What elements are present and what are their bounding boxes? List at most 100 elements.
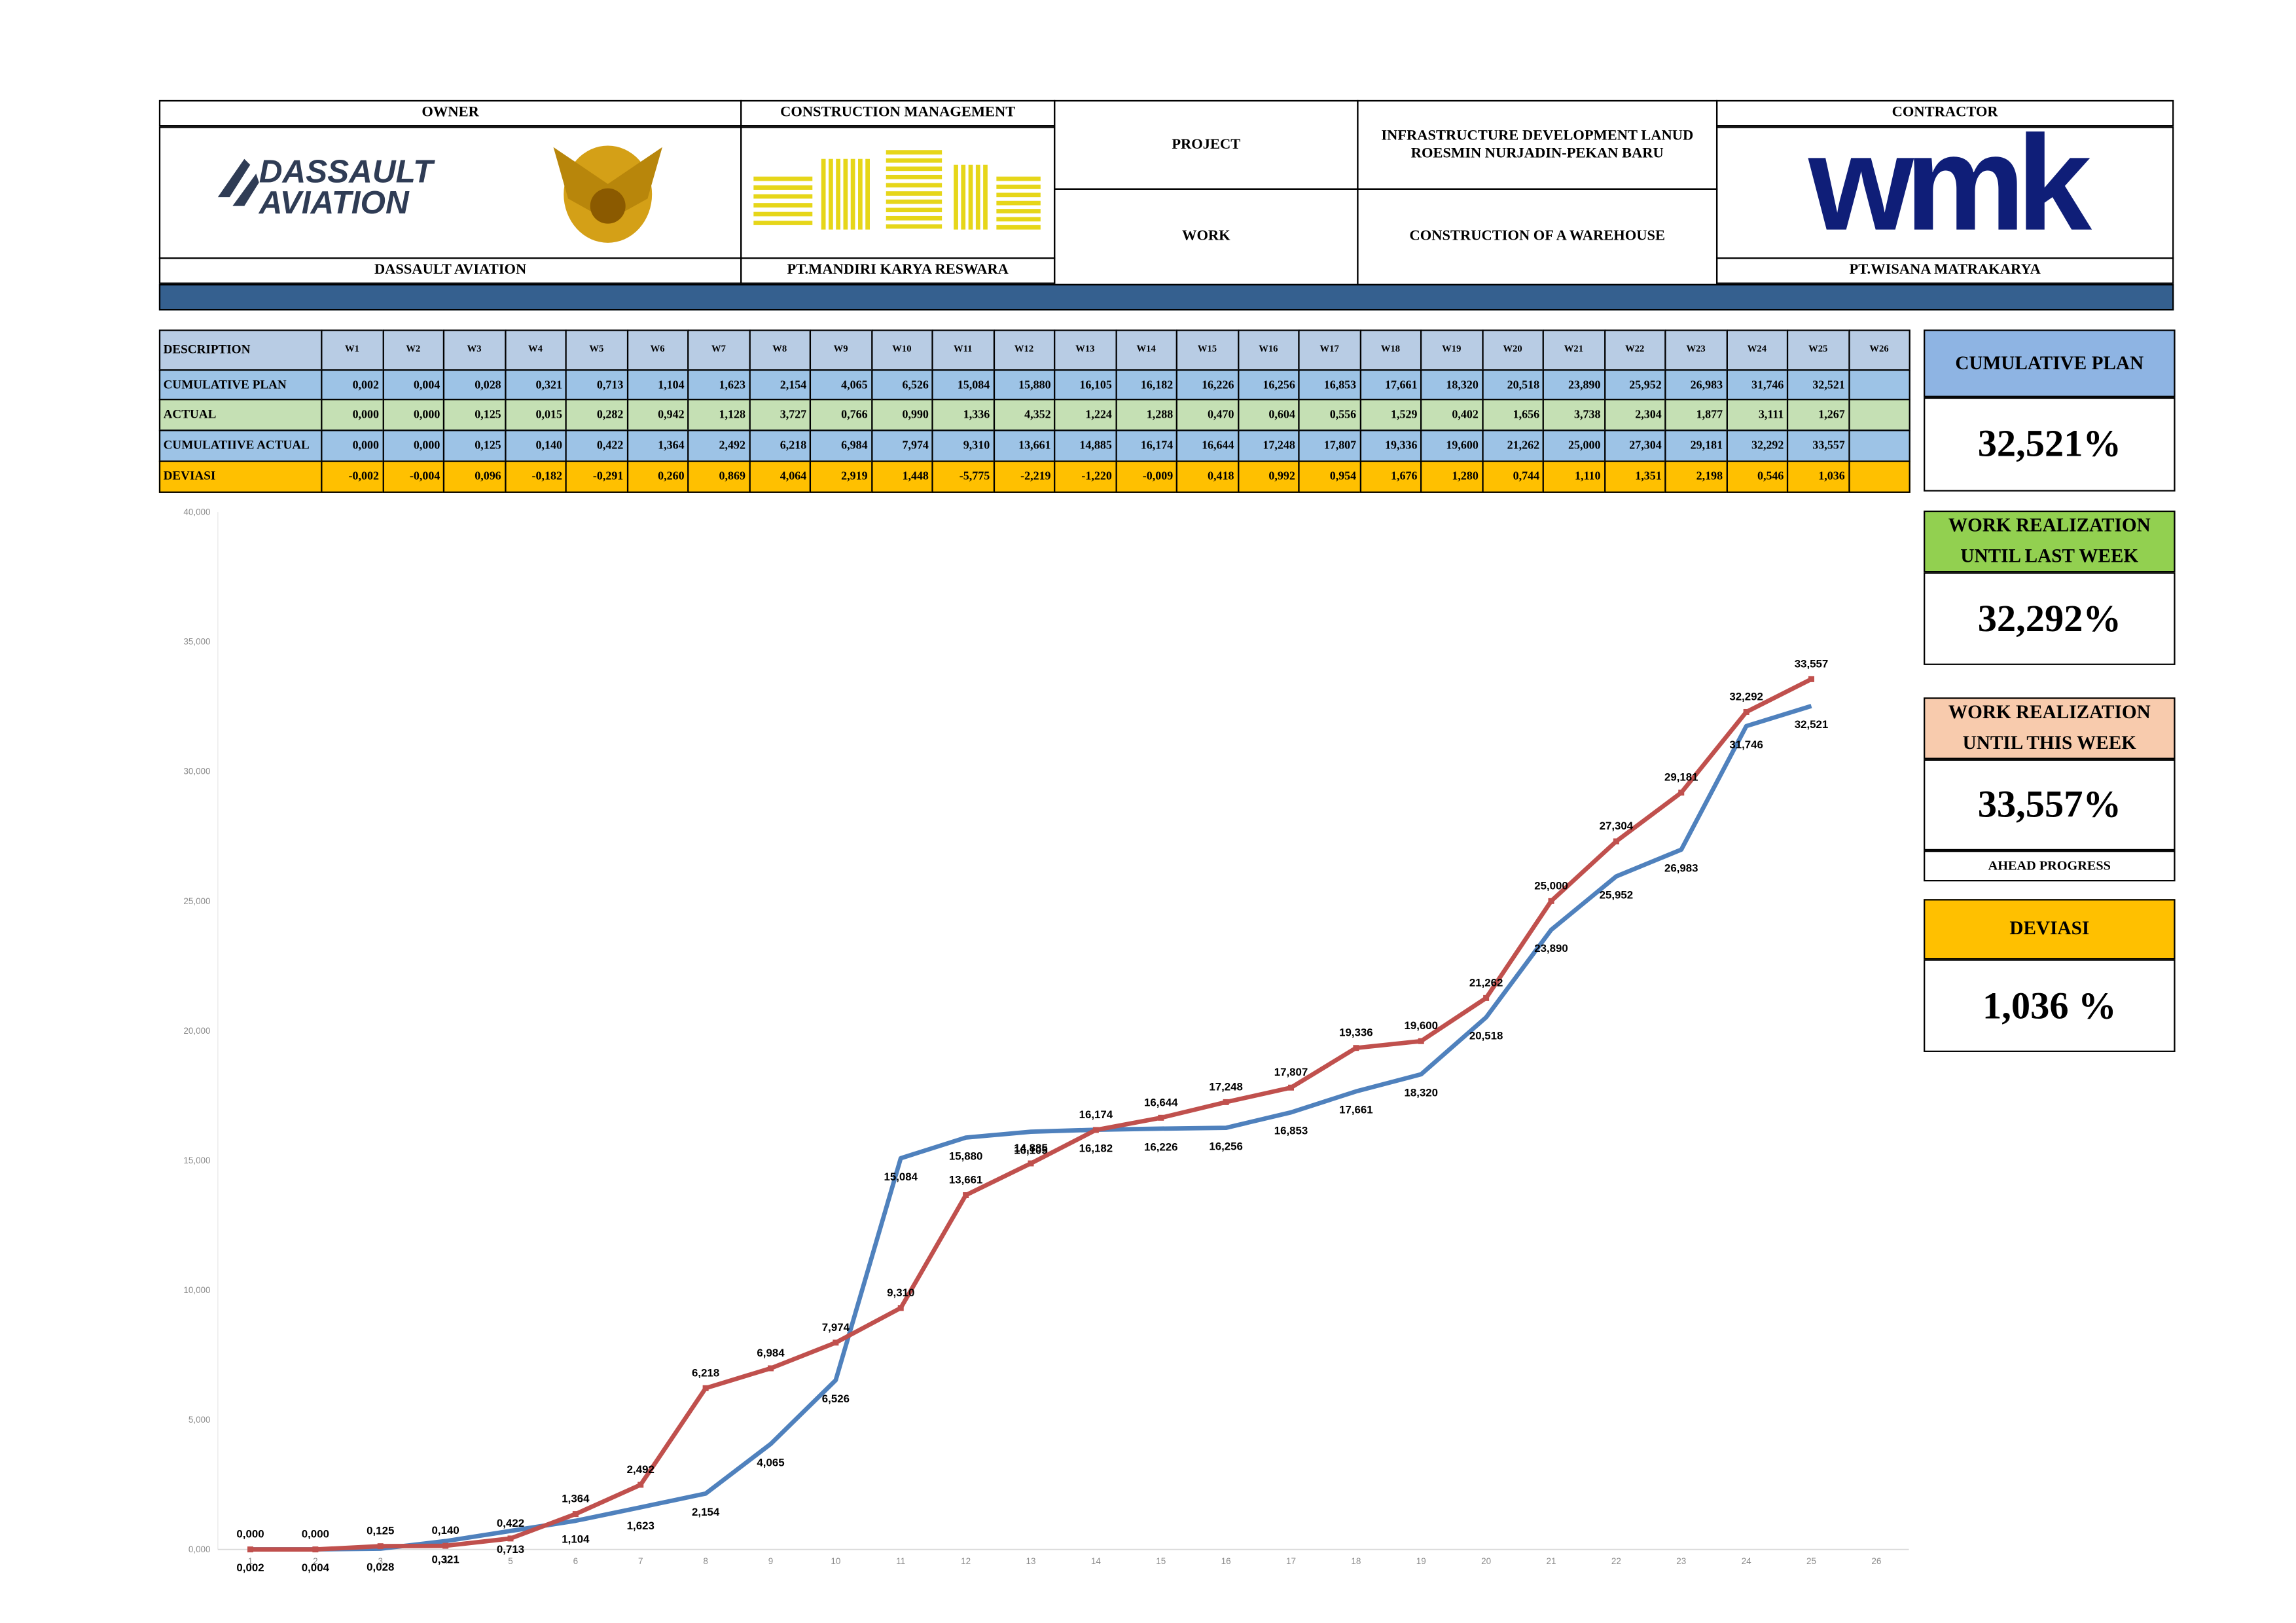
x-tick-label: 2	[313, 1556, 318, 1566]
data-label: 4,065	[757, 1456, 784, 1468]
table-header-cell: W21	[1542, 329, 1605, 371]
table-value: 3,738	[1542, 399, 1605, 431]
table-value: 16,256	[1237, 369, 1300, 401]
series-line	[250, 677, 1813, 1552]
table-value: 0,096	[442, 460, 506, 493]
table-value: 18,320	[1420, 369, 1483, 401]
point-marker	[767, 1365, 774, 1372]
table-value: 17,807	[1298, 429, 1361, 462]
table-value: 32,521	[1786, 369, 1850, 401]
data-label: 1,104	[562, 1533, 590, 1546]
contractor-label: CONTRACTOR	[1715, 100, 2174, 127]
x-tick-label: 18	[1351, 1556, 1361, 1566]
x-tick-label: 11	[896, 1556, 905, 1566]
y-tick-label: 5,000	[188, 1415, 211, 1425]
table-empty-cell	[1848, 399, 1910, 431]
table-value: 17,661	[1359, 369, 1422, 401]
point-marker	[833, 1340, 839, 1346]
data-label: 13,661	[949, 1173, 983, 1186]
table-value: -0,009	[1115, 460, 1177, 493]
point-marker	[1223, 1099, 1229, 1105]
table-value: 1,336	[931, 399, 994, 431]
data-label: 17,807	[1274, 1066, 1308, 1078]
point-marker	[312, 1546, 319, 1553]
table-value: 0,140	[504, 429, 567, 462]
table-empty-cell	[1848, 429, 1910, 462]
contractor-name: PT.WISANA MATRAKARYA	[1715, 257, 2174, 284]
table-value: 0,004	[382, 369, 445, 401]
cm-logo-bar	[996, 185, 1041, 189]
table-value: 0,990	[870, 399, 933, 431]
x-tick-label: 8	[703, 1556, 708, 1566]
data-label: 29,181	[1664, 771, 1698, 784]
table-value: 3,727	[748, 399, 812, 431]
y-tick-label: 30,000	[183, 767, 210, 776]
cm-logo-bar	[843, 158, 848, 230]
x-tick-label: 24	[1742, 1556, 1751, 1566]
cm-logo-bar	[886, 191, 942, 196]
cm-logo-bar	[886, 224, 942, 229]
summary-label: DEVIASI	[1924, 899, 2176, 960]
cm-logo-bar	[996, 200, 1041, 206]
table-value: 25,952	[1603, 369, 1666, 401]
data-label: 0,422	[497, 1517, 524, 1529]
table-value: 6,984	[809, 429, 872, 462]
cm-logo-bar	[961, 164, 966, 230]
table-header-cell: W10	[870, 329, 933, 371]
cm-logo-bar	[886, 199, 942, 204]
table-value: 1,529	[1359, 399, 1422, 431]
cm-logo-bar	[865, 158, 870, 230]
table-value: 2,304	[1603, 399, 1666, 431]
table-empty-cell	[1848, 369, 1910, 401]
data-label: 6,218	[692, 1366, 719, 1379]
x-tick-label: 3	[378, 1556, 383, 1566]
point-marker	[572, 1511, 579, 1518]
table-value: 16,644	[1175, 429, 1239, 462]
cm-logo-bar	[753, 185, 813, 190]
table-value: 19,336	[1359, 429, 1422, 462]
cm-label: CONSTRUCTION MANAGEMENT	[740, 100, 1056, 127]
table-value: 0,869	[687, 460, 750, 493]
table-value: 1,128	[687, 399, 750, 431]
y-tick-label: 20,000	[183, 1026, 210, 1036]
cm-logo-bar	[753, 176, 813, 181]
table-header-cell: W5	[565, 329, 628, 371]
data-label: 20,518	[1469, 1030, 1503, 1042]
table-header-cell: W7	[687, 329, 750, 371]
point-marker	[1158, 1114, 1164, 1121]
table-value: 1,351	[1603, 460, 1666, 493]
table-value: 20,518	[1481, 369, 1544, 401]
table-value: 0,470	[1175, 399, 1239, 431]
data-label: 0,000	[302, 1528, 329, 1541]
data-label: 0,125	[367, 1525, 394, 1537]
table-value: -5,775	[931, 460, 994, 493]
summary-value: 33,557%	[1924, 759, 2176, 851]
data-label: 16,226	[1144, 1141, 1178, 1154]
data-label: 0,321	[432, 1554, 459, 1566]
table-value: 1,676	[1359, 460, 1422, 493]
table-value: 0,282	[565, 399, 628, 431]
table-header-cell: W16	[1237, 329, 1300, 371]
cm-logo-bar	[886, 150, 942, 155]
data-label: 16,105	[1014, 1144, 1048, 1156]
cm-logo-bar	[996, 209, 1041, 213]
table-value: -0,002	[321, 460, 384, 493]
table-value: 0,260	[626, 460, 689, 493]
point-marker	[1613, 838, 1619, 845]
data-label: 15,880	[949, 1150, 983, 1162]
point-marker	[1483, 994, 1490, 1001]
cm-logo-bar	[996, 192, 1041, 198]
data-label: 18,320	[1404, 1087, 1438, 1099]
table-value: 0,125	[442, 429, 506, 462]
x-tick-label: 23	[1676, 1556, 1686, 1566]
table-value: 6,218	[748, 429, 812, 462]
y-tick-label: 15,000	[183, 1156, 210, 1165]
table-value: 13,661	[992, 429, 1056, 462]
cm-logo-bar	[886, 158, 942, 163]
table-header-cell: W20	[1481, 329, 1544, 371]
data-label: 19,600	[1404, 1019, 1438, 1032]
x-tick-label: 26	[1871, 1556, 1881, 1566]
y-tick-label: 40,000	[183, 507, 210, 517]
table-value: 1,280	[1420, 460, 1483, 493]
